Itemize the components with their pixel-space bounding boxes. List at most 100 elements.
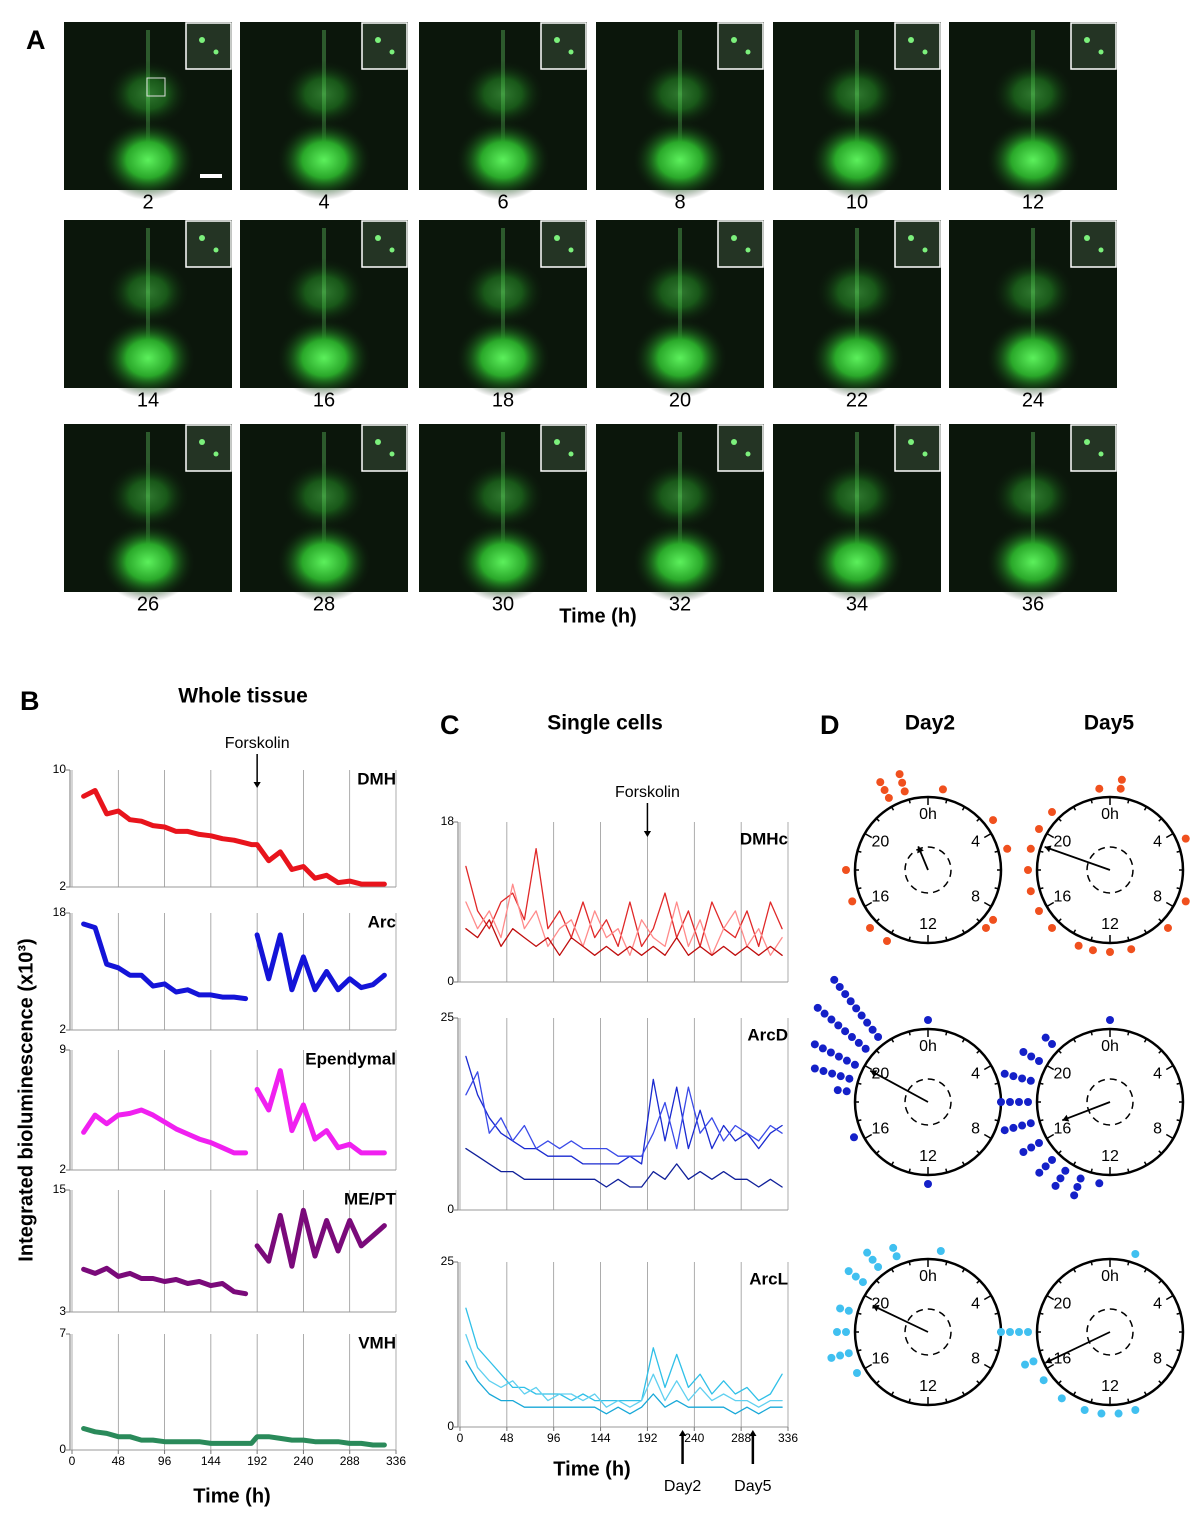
phase-dot	[997, 1328, 1005, 1336]
phase-dot	[827, 1015, 836, 1024]
plot-name: ArcD	[747, 1025, 788, 1044]
dial-tick	[1127, 1168, 1130, 1173]
inset-cell	[1098, 49, 1104, 55]
dial-tick	[1176, 1082, 1181, 1085]
dial-label: 4	[1153, 1066, 1162, 1083]
dial-tick	[908, 936, 911, 941]
trace	[465, 1071, 783, 1157]
trace	[465, 1147, 783, 1188]
inset-cell	[1098, 451, 1104, 457]
panel-title: Whole tissue	[178, 685, 308, 708]
phase-dot	[819, 1067, 828, 1076]
x-tick-label: 96	[158, 1454, 172, 1468]
dial-tick	[961, 806, 966, 811]
dial-tick	[890, 1268, 895, 1273]
dial-label: 12	[1101, 1378, 1119, 1395]
dial-tick	[1090, 1261, 1093, 1266]
tissue-glow	[815, 60, 899, 128]
tissue-glow	[100, 318, 196, 398]
phase-dot	[842, 1087, 851, 1096]
y-tick-label: 25	[441, 1010, 455, 1024]
phase-dot	[858, 1278, 867, 1287]
dial-label: 16	[871, 1351, 889, 1368]
x-tick-label: 48	[500, 1431, 514, 1445]
trace	[81, 921, 387, 1002]
phase-dot	[1034, 907, 1043, 915]
inset	[717, 22, 764, 70]
phase-dot	[1003, 844, 1012, 853]
inset-cell	[731, 439, 737, 445]
inset-cell	[554, 235, 560, 241]
dial-tick	[1039, 1082, 1044, 1085]
roi-box	[146, 77, 166, 97]
inset	[894, 22, 941, 70]
dial-tick	[1057, 1380, 1062, 1385]
frame-time: 12	[1022, 191, 1044, 213]
dial-tick	[864, 1294, 873, 1301]
phase-dot	[1000, 1126, 1009, 1135]
phase-dot	[844, 1267, 853, 1276]
dial-tick	[908, 1398, 911, 1403]
phase-dot	[1048, 808, 1057, 817]
dial-tick	[1046, 1064, 1055, 1071]
plot-name: VMH	[358, 1333, 396, 1352]
arrow-head	[1062, 1114, 1070, 1122]
dial-tick	[1158, 918, 1163, 923]
frame-time: 14	[137, 389, 159, 411]
arrow-head	[253, 782, 261, 788]
frame-time: 4	[318, 191, 329, 213]
dial-label: 0h	[1101, 1268, 1119, 1285]
frame-time: 10	[846, 191, 868, 213]
x-tick-label: 336	[778, 1431, 798, 1445]
phase-dot	[938, 785, 947, 794]
column-title: Day5	[1084, 712, 1135, 735]
phase-dot	[1114, 1409, 1123, 1418]
inset-cell	[375, 235, 381, 241]
dial-tick	[1046, 1363, 1055, 1370]
inset	[361, 22, 408, 70]
x-axis-label: Time (h)	[559, 605, 636, 627]
dial-tick	[983, 1294, 992, 1301]
annotation: Forskolin	[225, 735, 290, 752]
dial-tick	[961, 929, 966, 934]
dial-tick	[908, 799, 911, 804]
trace	[465, 919, 783, 956]
phase-dot	[828, 1069, 837, 1078]
x-tick-label: 0	[69, 1454, 76, 1468]
dial-tick	[1072, 1268, 1077, 1273]
dial-label: 20	[1053, 834, 1071, 851]
phase-dot	[1026, 1119, 1035, 1128]
dial-label: 16	[871, 889, 889, 906]
phase-dot	[1181, 834, 1190, 843]
phase-dot	[861, 1044, 870, 1053]
dial-tick	[1039, 1312, 1044, 1315]
x-tick-label: 96	[547, 1431, 561, 1445]
phase-dot	[851, 1272, 860, 1281]
dial-tick	[1046, 832, 1055, 839]
tissue-glow	[638, 60, 722, 128]
tissue-glow	[455, 318, 551, 398]
dial-tick	[1072, 806, 1077, 811]
phase-dot	[842, 1056, 851, 1065]
tissue-glow	[985, 318, 1081, 398]
inset-cell	[213, 451, 219, 457]
tissue-glow	[282, 462, 366, 530]
tissue-glow	[809, 318, 905, 398]
dial-tick	[1057, 1279, 1062, 1284]
tissue-glow	[809, 522, 905, 602]
inset-cell	[389, 451, 395, 457]
x-tick-label: 192	[247, 1454, 267, 1468]
mean-vector	[1061, 1101, 1111, 1122]
phase-dot	[924, 1180, 932, 1188]
frame-time: 26	[137, 593, 159, 615]
phase-dot	[810, 1064, 819, 1073]
dial-label: 4	[971, 834, 980, 851]
column-title: Day2	[905, 712, 955, 735]
phase-dot	[1015, 1098, 1023, 1106]
arrow-head	[643, 831, 652, 837]
phase-dot	[844, 1306, 853, 1315]
plot-name: ME/PT	[344, 1189, 397, 1208]
dial-tick	[1090, 1398, 1093, 1403]
dial-inner	[1086, 1308, 1134, 1356]
dial-tick	[945, 1168, 948, 1173]
